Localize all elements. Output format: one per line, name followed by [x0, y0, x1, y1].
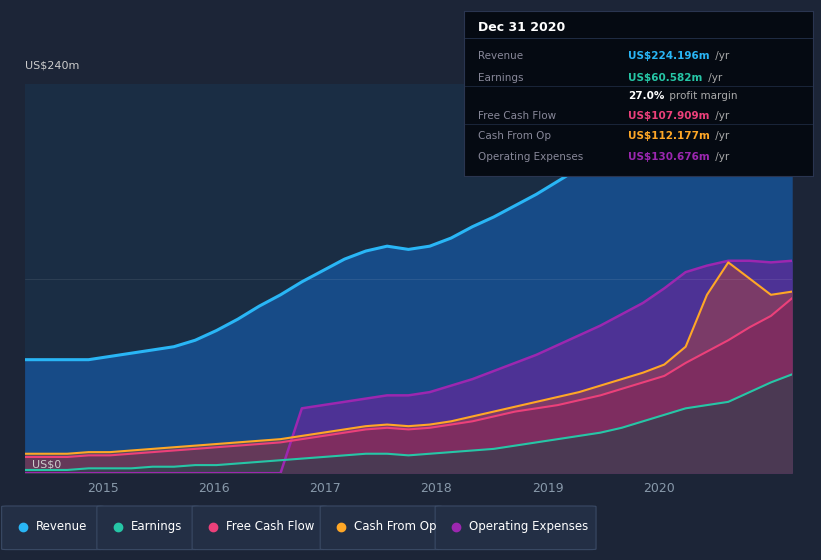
- Text: profit margin: profit margin: [667, 91, 738, 101]
- FancyBboxPatch shape: [192, 506, 327, 549]
- Text: US$240m: US$240m: [25, 60, 79, 70]
- FancyBboxPatch shape: [435, 506, 596, 549]
- Text: US$130.676m: US$130.676m: [628, 152, 709, 162]
- Text: /yr: /yr: [713, 131, 730, 141]
- Text: Free Cash Flow: Free Cash Flow: [227, 520, 314, 533]
- Text: Earnings: Earnings: [478, 73, 523, 83]
- FancyBboxPatch shape: [320, 506, 442, 549]
- Text: US$224.196m: US$224.196m: [628, 51, 709, 61]
- Text: US$107.909m: US$107.909m: [628, 111, 709, 121]
- Text: /yr: /yr: [704, 73, 722, 83]
- Text: Revenue: Revenue: [478, 51, 523, 61]
- Text: Revenue: Revenue: [36, 520, 87, 533]
- Text: /yr: /yr: [713, 51, 730, 61]
- Text: US$0: US$0: [32, 459, 62, 469]
- Text: Free Cash Flow: Free Cash Flow: [478, 111, 556, 121]
- Text: 27.0%: 27.0%: [628, 91, 664, 101]
- Text: Dec 31 2020: Dec 31 2020: [478, 21, 565, 34]
- Text: Earnings: Earnings: [131, 520, 182, 533]
- Text: US$112.177m: US$112.177m: [628, 131, 709, 141]
- Text: /yr: /yr: [713, 152, 730, 162]
- Text: Cash From Op: Cash From Op: [478, 131, 551, 141]
- Text: /yr: /yr: [713, 111, 730, 121]
- Text: Operating Expenses: Operating Expenses: [478, 152, 583, 162]
- Text: Cash From Op: Cash From Op: [355, 520, 437, 533]
- Text: US$60.582m: US$60.582m: [628, 73, 702, 83]
- Text: Operating Expenses: Operating Expenses: [470, 520, 589, 533]
- FancyBboxPatch shape: [2, 506, 103, 549]
- FancyBboxPatch shape: [97, 506, 199, 549]
